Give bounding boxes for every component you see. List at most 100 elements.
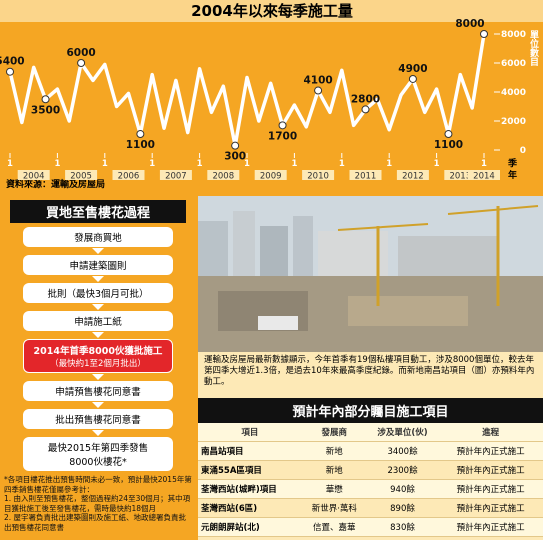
- highlight-text: 2014年首季8000伙獲批施工: [33, 346, 163, 357]
- value-label: 8000: [455, 18, 484, 30]
- table: 預計年內部分矚目施工項目 項目 發展商 涉及單位(伙) 進程 南昌站項目 新地 3400餘預…: [198, 398, 543, 540]
- table-cell: 華懋: [301, 479, 367, 499]
- table-cell: 信置、嘉華: [301, 517, 367, 537]
- table-cell: 將軍澳66B2區項目: [198, 536, 302, 540]
- x-tick-label: 1: [339, 159, 345, 169]
- table-cell: 預計年內正式施工: [438, 517, 543, 537]
- value-label: 1100: [434, 139, 463, 151]
- point: [278, 121, 287, 130]
- year-label: 2006: [118, 172, 140, 182]
- highlight-sub: （最快約1至2個月批出）: [50, 359, 146, 369]
- table-header: 項目: [198, 423, 302, 442]
- value-label: 300: [224, 151, 246, 163]
- source: 資料來源：運輸及房屋局: [6, 178, 105, 190]
- table-row: 南昌站項目 新地 3400餘 預計年內正式施工: [198, 441, 543, 461]
- x-tick-label: 1: [7, 159, 13, 169]
- final-line: 最快2015年第四季發售: [47, 443, 149, 454]
- table-cell: 3400餘: [366, 441, 439, 461]
- year-label: 2005: [70, 172, 92, 182]
- notes: *各項目樓花推出預售時間未必一致，預計最快2015年第四季銷售樓花僅屬參考計： 1…: [4, 475, 192, 532]
- highlight-step: 2014年首季8000伙獲批施工 （最快約1至2個月批出）: [23, 339, 173, 373]
- point: [41, 95, 50, 104]
- table-header: 涉及單位(伙): [366, 423, 439, 442]
- table-cell: 890餘: [366, 498, 439, 518]
- arrow: [92, 332, 104, 338]
- year-label: 2014: [473, 172, 495, 182]
- value-label: 3500: [31, 104, 60, 116]
- year-label: 2004: [23, 172, 45, 182]
- table-cell: 預計年內正式施工: [438, 460, 543, 480]
- x-tick-label: 1: [102, 159, 108, 169]
- table-grid: 項目 發展商 涉及單位(伙) 進程 南昌站項目 新地 3400餘 預計年內正式施工 東涌55A區…: [198, 423, 543, 540]
- chart-title: 2004年以來每季施工量: [191, 2, 353, 20]
- table-cell: 東涌55A區項目: [198, 460, 302, 480]
- y-tick-label: 8000: [501, 30, 526, 40]
- step: 申請施工紙: [23, 311, 173, 331]
- photo: [198, 196, 543, 352]
- table-cell: 2300餘: [366, 460, 439, 480]
- point: [444, 130, 453, 139]
- year-box: [254, 170, 287, 180]
- point: [361, 105, 370, 114]
- step: 批則（最快3個月可批）: [23, 283, 173, 303]
- year-box: [65, 170, 98, 180]
- year-box: [302, 170, 335, 180]
- table-cell: 荃灣西站(城畔)項目: [198, 479, 302, 499]
- table-cell: 940餘: [366, 479, 439, 499]
- step: 發展商買地: [23, 227, 173, 247]
- note: *各項目樓花推出預售時間未必一致，預計最快2015年第四季銷售樓花僅屬參考計：: [4, 475, 192, 494]
- x-tick-label: 1: [244, 159, 250, 169]
- year-label: 2012: [402, 172, 424, 182]
- year-label: 2008: [212, 172, 234, 182]
- table-cell: 已獲施工紙正式動工: [438, 536, 543, 540]
- table-row: 荃灣西站(6區) 新世界‧萬科 890餘 預計年內正式施工: [198, 498, 543, 518]
- x-tick-label: 1: [434, 159, 440, 169]
- x-tick-label: 1: [54, 159, 60, 169]
- note: 2. 屋宇署負責批出建築圖則及施工紙、地政總署負責批出預售樓花同意書: [4, 513, 187, 532]
- note: 1. 由入則至預售樓花，整個過程約24至30個月；其中項目獲批施工後至發售樓花，…: [4, 494, 191, 513]
- arrow: [92, 374, 104, 380]
- year-box: [349, 170, 382, 180]
- arrow: [92, 430, 104, 436]
- arrow: [92, 276, 104, 282]
- process-title: 買地至售樓花過程: [10, 200, 186, 223]
- table-cell: 會德豐: [301, 536, 367, 540]
- title-band: [0, 0, 543, 22]
- caption: 運輸及房屋局最新數據顯示，今年首季有19個私樓項目動工，涉及8000個單位，較去…: [198, 352, 543, 398]
- steps: 發展商買地 申請建築圖則 批則（最快3個月可批） 申請施工紙 2014年首季8000伙獲…: [0, 227, 196, 471]
- table-title: 預計年內部分矚目施工項目: [198, 398, 543, 423]
- year-box: [396, 170, 429, 180]
- table-row: 元朗朗屏站(北) 信置、嘉華 830餘 預計年內正式施工: [198, 517, 543, 537]
- final-line: 8000伙樓花*: [69, 457, 127, 468]
- table-cell: 荃灣西站(6區): [198, 498, 302, 518]
- process: 買地至售樓花過程 發展商買地 申請建築圖則 批則（最快3個月可批） 申請施工紙 2014…: [0, 194, 196, 540]
- x-tick-label: 1: [197, 159, 203, 169]
- table-cell: 預計年內正式施工: [438, 498, 543, 518]
- year-box: [207, 170, 240, 180]
- year-label: 2013: [449, 172, 471, 182]
- table-header: 發展商: [301, 423, 367, 442]
- table-row: 荃灣西站(城畔)項目 華懋 940餘 預計年內正式施工: [198, 479, 543, 499]
- x-tick-label: 1: [149, 159, 155, 169]
- point: [408, 74, 417, 83]
- year-label: 2007: [165, 172, 187, 182]
- table-cell: 南昌站項目: [198, 441, 302, 461]
- year-label: 2009: [260, 172, 282, 182]
- value-label: 5400: [0, 56, 25, 68]
- x-tick-label: 1: [291, 159, 297, 169]
- value-label: 4100: [303, 75, 332, 87]
- table-cell: 新世界‧萬科: [301, 498, 367, 518]
- value-label: 1100: [126, 139, 155, 151]
- final-step: 最快2015年第四季發售 8000伙樓花*: [23, 437, 173, 471]
- y-tick-label: 4000: [501, 88, 526, 98]
- table-row: 將軍澳66B2區項目會德豐591已獲施工紙正式動工: [198, 536, 543, 540]
- value-label: 6000: [66, 47, 95, 59]
- value-label: 1700: [268, 130, 297, 142]
- y-tick-label: 6000: [501, 59, 526, 69]
- year-box: [468, 170, 500, 180]
- year-box: [17, 170, 50, 180]
- table-cell: 元朗朗屏站(北): [198, 517, 302, 537]
- y-label: 單位數目: [528, 30, 539, 67]
- x-tick-label: 1: [386, 159, 392, 169]
